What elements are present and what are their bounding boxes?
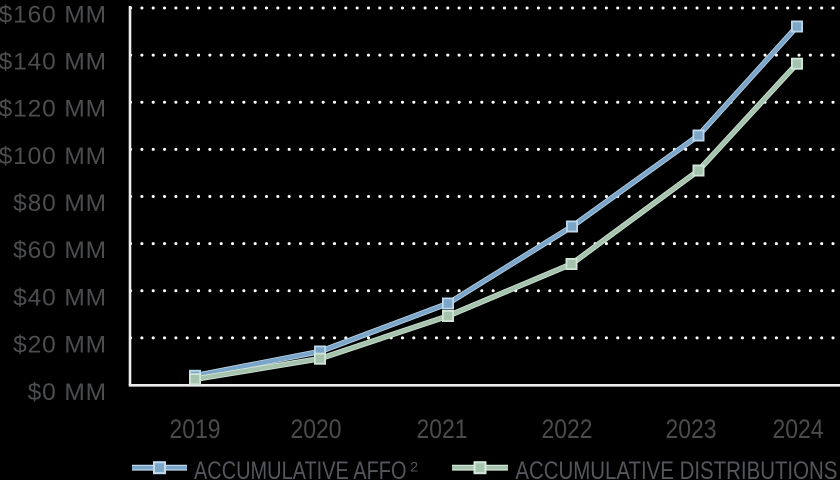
- svg-text:2020: 2020: [291, 414, 342, 444]
- svg-text:2022: 2022: [542, 414, 593, 444]
- svg-text:$20 MM: $20 MM: [13, 331, 107, 358]
- svg-text:$80 MM: $80 MM: [13, 190, 107, 217]
- svg-text:$140 MM: $140 MM: [0, 49, 107, 76]
- svg-text:2019: 2019: [170, 414, 221, 444]
- svg-text:2024: 2024: [773, 414, 824, 444]
- svg-text:ACCUMULATIVE DISTRIBUTIONS: ACCUMULATIVE DISTRIBUTIONS: [515, 457, 837, 480]
- svg-text:ACCUMULATIVE AFFO: ACCUMULATIVE AFFO: [194, 457, 407, 480]
- svg-text:$120 MM: $120 MM: [0, 96, 107, 123]
- svg-text:$60 MM: $60 MM: [13, 237, 107, 264]
- svg-text:2023: 2023: [666, 414, 717, 444]
- svg-text:2021: 2021: [417, 414, 468, 444]
- svg-text:$40 MM: $40 MM: [13, 284, 107, 311]
- svg-text:$100 MM: $100 MM: [0, 143, 107, 170]
- svg-text:2: 2: [410, 459, 418, 475]
- svg-text:$0 MM: $0 MM: [28, 379, 107, 406]
- svg-text:$160 MM: $160 MM: [0, 2, 107, 29]
